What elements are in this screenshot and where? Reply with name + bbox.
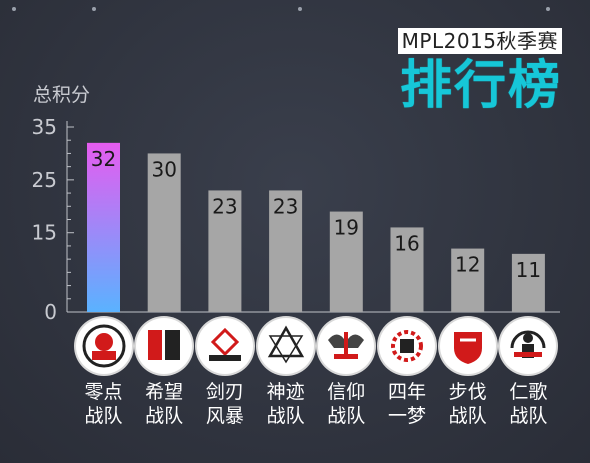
bar-value-label: 23 <box>273 194 298 218</box>
x-tick-label: 四年 一梦 <box>387 381 426 427</box>
x-tick-label: 零点 战队 <box>84 381 123 427</box>
y-tick-label: 0 <box>44 300 57 320</box>
x-tick-label: 剑刃 风暴 <box>205 381 244 427</box>
faith-team-logo <box>318 318 375 374</box>
bar-value-label: 32 <box>91 147 116 171</box>
bar-value-label: 30 <box>151 157 176 181</box>
zero-team-logo <box>75 318 132 374</box>
bar <box>147 153 181 312</box>
chart-subtitle: MPL2015秋季赛 <box>397 28 562 54</box>
y-axis-label: 总积分 <box>33 84 91 106</box>
x-tick-label: 仁歌 战队 <box>509 381 548 427</box>
bar-chart: 0 15 25 35 32 30 23 23 19 16 12 11 <box>32 115 560 320</box>
y-tick-label: 35 <box>32 115 57 139</box>
hope-team-logo <box>136 318 193 374</box>
bar <box>390 227 424 312</box>
bar-value-label: 23 <box>212 194 237 218</box>
bar <box>329 211 363 312</box>
signs-team-logo <box>257 318 314 374</box>
x-tick-label: 信仰 战队 <box>327 381 366 427</box>
title-block: MPL2015秋季赛 排行榜 <box>397 28 562 116</box>
bladestorm-team-logo <box>196 318 253 374</box>
renge-team-logo <box>500 318 557 374</box>
bar <box>451 248 485 312</box>
x-tick-label: 步伐 战队 <box>448 381 487 427</box>
y-tick-label: 15 <box>32 221 57 245</box>
bar-value-label: 11 <box>516 258 541 282</box>
bar-value-label: 12 <box>455 253 480 277</box>
x-tick-label: 希望 战队 <box>145 381 184 427</box>
x-tick-label: 神迹 战队 <box>266 381 305 427</box>
bar <box>511 253 545 312</box>
bar-value-label: 19 <box>334 216 359 240</box>
bar <box>269 190 303 312</box>
top-dots-decoration <box>12 7 550 11</box>
bar <box>87 142 120 312</box>
team-logos <box>0 318 590 378</box>
chart-title: 排行榜 <box>399 56 562 116</box>
bar-value-label: 16 <box>394 231 419 255</box>
bar <box>208 190 242 312</box>
four-years-dream-logo <box>379 318 435 374</box>
y-tick-label: 25 <box>32 168 57 192</box>
pace-team-logo <box>439 318 496 374</box>
